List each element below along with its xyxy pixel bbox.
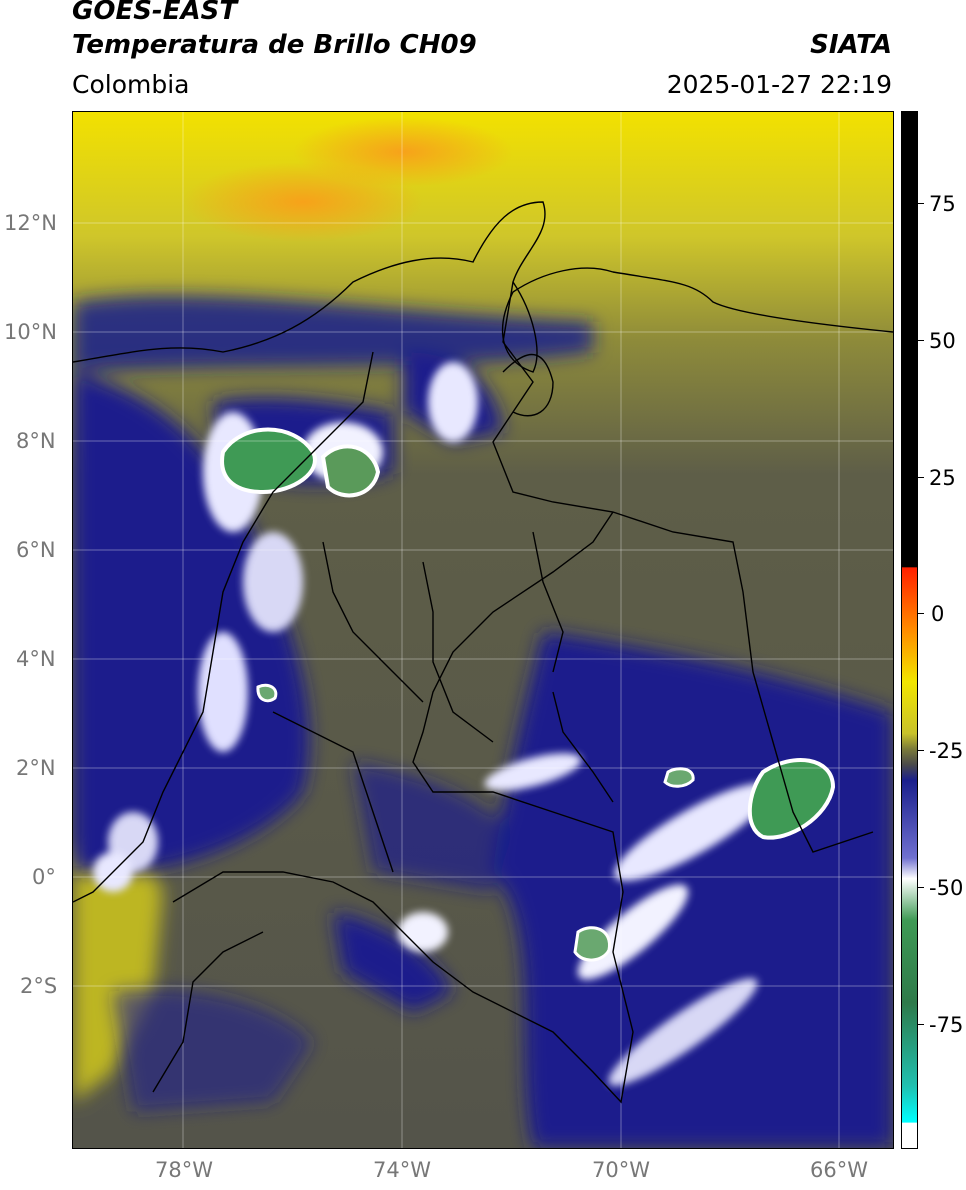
colorbar-tickmark xyxy=(918,1024,924,1025)
warm-patch xyxy=(293,117,513,187)
colorbar-tick: 0 xyxy=(931,602,945,626)
colorbar-tickmark xyxy=(918,887,924,888)
lat-label: 4°N xyxy=(16,647,56,671)
lat-label: 2°S xyxy=(20,974,58,998)
satellite-title: GOES-EAST xyxy=(72,0,238,26)
colorbar xyxy=(901,111,918,1149)
borders xyxy=(72,201,894,1104)
colorbar-tickmark xyxy=(918,750,924,751)
region-label: Colombia xyxy=(72,70,190,99)
colorbar-tickmark xyxy=(918,203,924,204)
product-title: Temperatura de Brillo CH09 xyxy=(72,30,477,60)
colorbar-tick: -50 xyxy=(929,876,964,900)
lat-label: 0° xyxy=(32,865,56,889)
org-label: SIATA xyxy=(810,30,892,60)
lat-label: 6°N xyxy=(16,538,56,562)
colorbar-tickmark xyxy=(918,613,924,614)
lon-label: 70°W xyxy=(592,1158,650,1182)
colorbar-tick: 75 xyxy=(929,192,956,216)
colorbar-tickmark xyxy=(918,477,924,478)
lat-label: 8°N xyxy=(16,429,56,453)
colorbar-tick: 50 xyxy=(929,329,956,353)
colorbar-tick: 25 xyxy=(929,466,956,490)
lat-label: 2°N xyxy=(16,756,56,780)
satellite-map[interactable] xyxy=(72,111,894,1149)
datetime-label: 2025-01-27 22:19 xyxy=(666,70,892,99)
graticule xyxy=(73,112,893,1148)
yellow-region xyxy=(73,832,163,1102)
colorbar-tickmark xyxy=(918,340,924,341)
colorbar-tick: -25 xyxy=(929,739,964,763)
lat-label: 10°N xyxy=(4,320,57,344)
lon-label: 66°W xyxy=(810,1158,868,1182)
map-canvas xyxy=(72,112,894,1148)
lat-label: 12°N xyxy=(4,211,57,235)
convective-cores xyxy=(220,427,836,962)
lon-label: 78°W xyxy=(155,1158,213,1182)
colorbar-tick: -75 xyxy=(929,1013,964,1037)
lon-label: 74°W xyxy=(373,1158,431,1182)
colorbar-gradient xyxy=(902,112,917,1148)
